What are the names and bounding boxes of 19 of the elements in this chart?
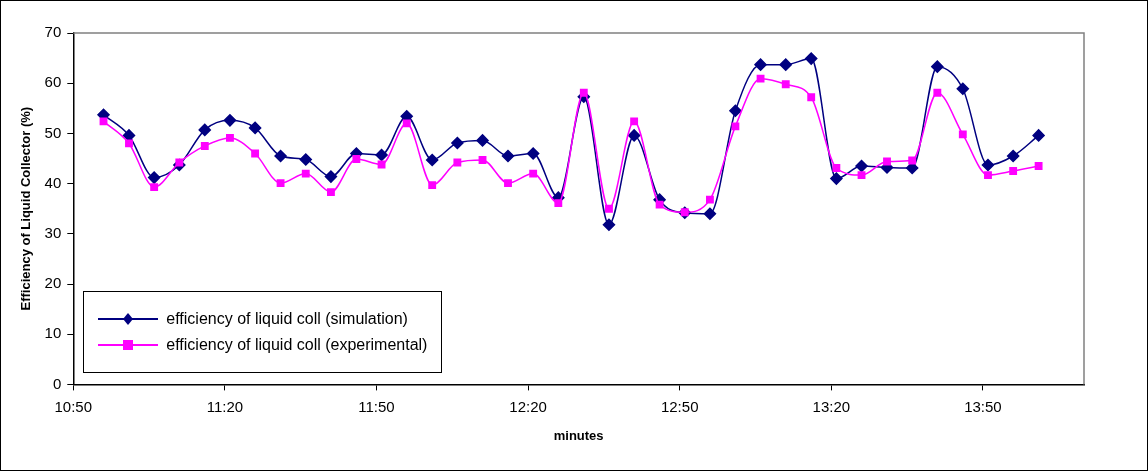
x-tick-label: 11:50 <box>358 397 395 415</box>
x-tick-label: 12:50 <box>660 397 699 415</box>
y-tick-label: 10 <box>44 324 62 342</box>
x-axis-title: minutes <box>553 427 604 443</box>
y-tick-label: 20 <box>44 274 62 292</box>
x-tick-label: 11:20 <box>206 397 244 415</box>
y-tick-label: 60 <box>44 73 62 91</box>
y-tick-label: 40 <box>44 173 62 191</box>
x-tick-label: 13:50 <box>964 397 1002 415</box>
x-tick-label: 12:20 <box>509 397 547 415</box>
y-tick-label: 0 <box>52 374 62 392</box>
legend-label: efficiency of liquid coll (simulation) <box>166 310 408 329</box>
y-axis-title: Efficiency of Liquid Collector (%) <box>18 106 34 311</box>
x-tick-label: 13:20 <box>812 397 851 415</box>
x-tick-label: 10:50 <box>54 397 93 415</box>
y-tick-label: 70 <box>44 23 62 41</box>
legend-label: efficiency of liquid coll (experimental) <box>166 336 428 355</box>
y-tick-label: 50 <box>44 123 62 141</box>
y-tick-label: 30 <box>44 223 62 241</box>
